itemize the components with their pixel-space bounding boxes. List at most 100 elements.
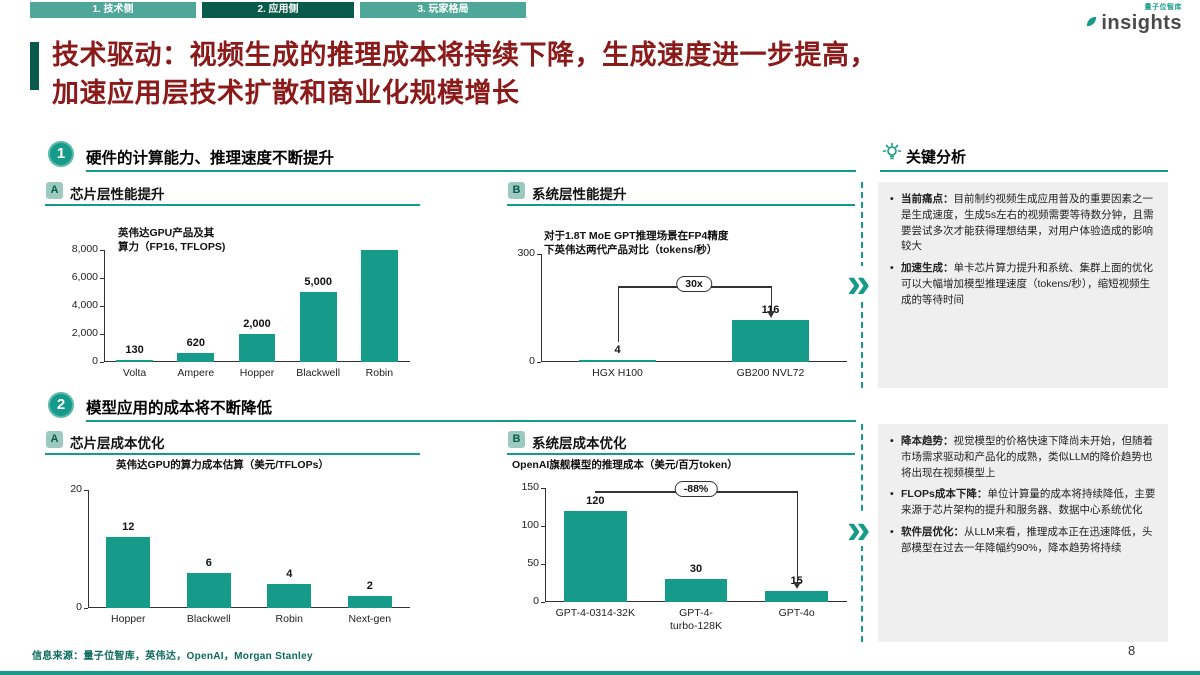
bar-value-label: 30 (689, 563, 703, 576)
bottom-accent-bar (0, 671, 1200, 675)
double-chevron-icon-2: » (845, 505, 873, 552)
x-axis-label: GPT-4- turbo-128K (670, 607, 722, 632)
chart-b2-subtitle: OpenAI旗舰模型的推理成本（美元/百万token） (512, 459, 738, 471)
double-chevron-icon-1: » (845, 259, 873, 306)
nav-tab-3[interactable]: 3. 玩家格局 (360, 2, 526, 18)
title-accent-bar (30, 42, 39, 90)
source-note: 信息来源：量子位智库，英伟达，OpenAI，Morgan Stanley (32, 651, 313, 662)
analysis-bullet: • 当前痛点：目前制约视频生成应用普及的重要因素之一是生成速度，生成5s左右的视频… (890, 193, 1154, 253)
arrowhead-icon (767, 311, 775, 319)
x-axis-label: Robin (365, 367, 394, 379)
analysis-panel-2: • 降本趋势：视觉模型的价格快速下降尚未开始，但随着市场需求驱动和产品化的成熟，类… (878, 424, 1168, 642)
y-axis-tick (100, 278, 104, 280)
analysis-bullet: • FLOPs成本下降：单位计算量的成本将持续降低，主要来源于芯片架构的提升和服务… (890, 488, 1156, 516)
analysis-bullet: • 加速生成：单卡芯片算力提升和系统、集群上面的优化可以大幅增加模型推理速度（to… (890, 262, 1153, 306)
arrowhead-icon (793, 581, 802, 589)
section-2-number-badge: 2 (48, 392, 74, 418)
x-axis-label: Robin (275, 613, 303, 625)
chart-a2-badge: A (46, 431, 63, 448)
chart-system-cost: 0 50 100 150 120 GPT-4-0314-32K 30 GPT-4- turbo… (505, 474, 855, 640)
nav-tab-2[interactable]: 2. 应用侧 (202, 2, 354, 18)
y-axis-tick (541, 526, 545, 528)
y-axis-tick (541, 602, 545, 604)
chart-b1-underline (507, 204, 855, 206)
y-axis-label: 0 (529, 355, 535, 367)
bar-value-label: 2 (366, 580, 373, 593)
section-1-number-badge: 1 (48, 141, 74, 167)
bar (116, 360, 153, 362)
brand-logo: 量子位智库 insights (1085, 2, 1182, 35)
lightbulb-icon (882, 142, 902, 167)
y-axis-tick (537, 362, 541, 364)
analysis-bullet: • 软件层优化：从LLM来看，推理成本正在迅速降低，头部模型在过去一年降幅约90%… (890, 525, 1153, 554)
page-title: 技术驱动：视频生成的推理成本将持续下降，生成速度进一步提高， 加速应用层技术扩散… (52, 36, 1172, 112)
chart-chip-cost: 0 20 12 Hopper 6 Blackwell 4 Robin 2 Next-gen (48, 474, 418, 634)
bar-value-label: 620 (186, 337, 205, 350)
y-axis-label: 0 (533, 595, 539, 607)
y-axis-label: 0 (76, 601, 82, 613)
bar (564, 510, 627, 602)
y-axis-label: 4,000 (71, 299, 98, 311)
y-axis-tick (100, 306, 104, 308)
bar (361, 250, 398, 362)
chart-b2-badge: B (508, 431, 525, 448)
page-number: 8 (1128, 643, 1136, 658)
y-axis-tick (84, 608, 88, 610)
y-axis-tick (541, 564, 545, 566)
y-axis-label: 150 (521, 481, 539, 493)
brand-tag: 量子位智库 (1144, 4, 1182, 11)
y-axis-label: 20 (70, 483, 82, 495)
bar-value-label: 2,000 (243, 318, 271, 330)
key-analysis-divider (880, 170, 1168, 172)
bar (299, 292, 337, 362)
y-axis-tick (100, 362, 104, 364)
bar-value-label: 4 (286, 568, 293, 581)
page-title-line2: 加速应用层技术扩散和商业化规模增长 (52, 78, 520, 108)
bar-value-label: 12 (122, 521, 135, 534)
x-axis-label: Ampere (177, 367, 215, 379)
y-axis-label: 300 (517, 247, 535, 259)
plot-area (88, 490, 410, 608)
section-2-heading: 模型应用的成本将不断降低 (86, 400, 273, 417)
bar (267, 584, 312, 608)
chart-a2-subtitle: 英伟达GPU的算力成本估算（美元/TFLOPs） (116, 459, 329, 471)
chart-a1-title: 芯片层性能提升 (70, 187, 165, 202)
chart-b2-title: 系统层成本优化 (532, 436, 627, 451)
x-axis-label: GB200 NVL72 (736, 367, 805, 379)
bar-value-label: 120 (586, 494, 605, 507)
x-axis-label: HGX H100 (592, 367, 643, 379)
chart-a1-subtitle: 英伟达GPU产品及其 算力（FP16, TFLOPS) (118, 227, 226, 254)
bar (347, 596, 392, 608)
x-axis-label: Blackwell (186, 613, 231, 625)
x-axis-label: GPT-4-0314-32K (555, 607, 636, 619)
section-1-divider (86, 170, 856, 172)
bar (732, 320, 809, 362)
bar (238, 334, 276, 362)
y-axis-tick (100, 250, 104, 252)
brand-name: insights (1101, 12, 1182, 34)
bar (106, 537, 151, 608)
chart-chip-performance: 0 2,000 4,000 6,000 8,000 130 Volta 620 Ampere 2,… (48, 236, 418, 388)
x-axis-label: GPT-4o (778, 607, 815, 619)
chart-a2-title: 芯片层成本优化 (70, 436, 165, 451)
chart-b1-badge: B (508, 182, 525, 199)
key-analysis-title: 关键分析 (906, 149, 967, 166)
y-axis-tick (537, 254, 541, 256)
bar (765, 590, 828, 602)
annotation-line (617, 286, 619, 342)
x-axis-label: Hopper (239, 367, 275, 379)
analysis-panel-1: • 当前痛点：目前制约视频生成应用普及的重要因素之一是生成速度，生成5s左右的视频… (878, 182, 1168, 388)
bar (186, 572, 231, 608)
bar (177, 353, 215, 362)
bar-value-label: 6 (205, 556, 212, 569)
analysis-bullet: • 降本趋势：视觉模型的价格快速下降尚未开始，但随着市场需求驱动和产品化的成熟，类… (890, 435, 1153, 479)
annotation-line (796, 491, 798, 582)
annotation-line (770, 286, 772, 312)
chart-b2-underline (507, 453, 855, 455)
bar-value-label: 4 (614, 344, 621, 356)
nav-tab-1[interactable]: 1. 技术侧 (30, 2, 196, 18)
leaf-icon (1085, 15, 1098, 33)
chart-a1-underline (45, 204, 420, 206)
bar (664, 579, 728, 602)
